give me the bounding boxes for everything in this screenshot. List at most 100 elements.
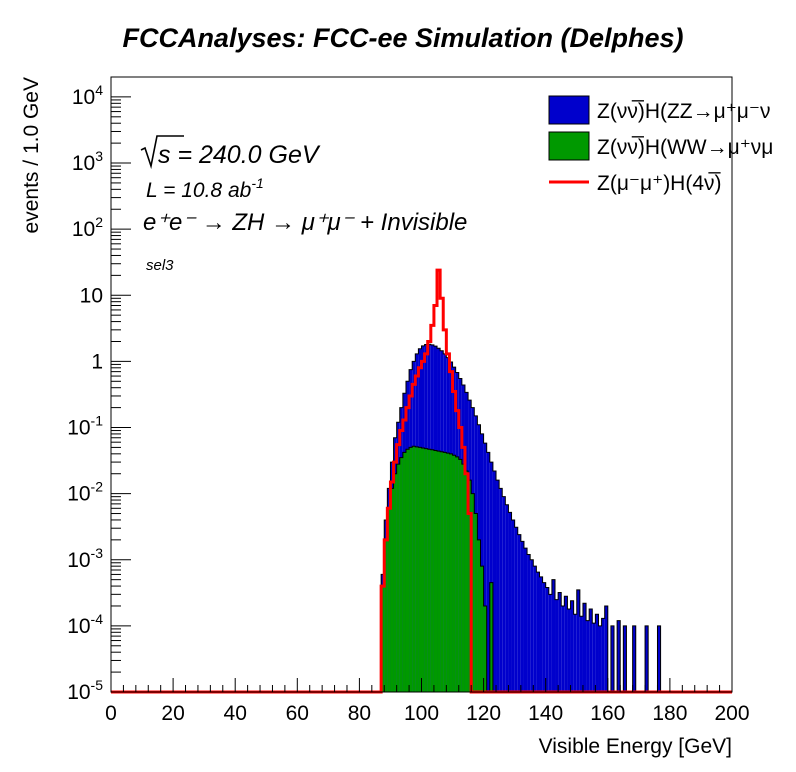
bar-zz xyxy=(480,433,484,692)
bar-ww xyxy=(433,450,438,692)
bar-ww xyxy=(415,446,419,692)
bar-ww xyxy=(468,480,472,692)
bar-ww xyxy=(437,451,441,692)
bar-ww xyxy=(381,586,385,692)
bar-zz xyxy=(511,519,515,692)
bar-zz xyxy=(617,620,621,692)
x-tick-label: 100 xyxy=(404,702,439,725)
bar-ww xyxy=(471,493,475,692)
bar-ww xyxy=(412,446,416,692)
bar-ww xyxy=(483,605,487,692)
y-axis-label: events / 1.0 GeV xyxy=(20,77,43,233)
bar-zz xyxy=(545,587,549,692)
process-annotation: e⁺e⁻ → ZH → μ⁺μ⁻ + Invisible xyxy=(143,209,467,236)
bar-zz xyxy=(527,554,531,692)
bar-ww xyxy=(418,447,422,692)
sqrt-symbol xyxy=(140,135,184,170)
bar-zz xyxy=(592,623,596,692)
outline-ww xyxy=(374,445,497,693)
bar-ww xyxy=(480,566,484,692)
bar-zz xyxy=(561,605,565,692)
y-tick-label: 102 xyxy=(72,214,103,241)
bar-ww xyxy=(384,539,388,692)
bar-ww xyxy=(421,447,425,692)
x-axis: 0 20 40 60 80 100 120 140 160 180 200 xyxy=(105,678,750,725)
bar-ww xyxy=(455,456,459,692)
bar-zz xyxy=(582,603,587,692)
x-tick-label: 80 xyxy=(348,702,371,725)
bar-zz xyxy=(576,589,580,692)
selection-annotation: sel3 xyxy=(146,257,174,274)
x-tick-label: 180 xyxy=(652,702,687,725)
bar-ww xyxy=(399,457,403,692)
bar-zz xyxy=(499,488,503,692)
bar-ww xyxy=(449,453,453,692)
x-tick-label: 120 xyxy=(466,702,501,725)
bar-zz xyxy=(492,470,497,692)
bar-zz xyxy=(657,625,661,692)
bar-zz xyxy=(520,541,524,692)
x-tick-label: 40 xyxy=(224,702,247,725)
bar-ww xyxy=(452,455,456,692)
bar-zz xyxy=(564,596,568,692)
bar-ww xyxy=(440,451,444,692)
bar-zz xyxy=(517,534,521,692)
bar-zz xyxy=(502,496,506,692)
bar-ww xyxy=(474,513,478,692)
bar-ww xyxy=(396,464,400,692)
x-tick-label: 200 xyxy=(714,702,749,725)
bar-zz xyxy=(539,576,543,692)
series-ww-bars xyxy=(374,445,497,693)
bar-ww xyxy=(405,449,410,692)
annotations: s = 240.0 GeV L = 10.8 ab-1 e⁺e⁻ → ZH → … xyxy=(140,135,467,274)
luminosity-main: L = 10.8 ab xyxy=(146,179,252,202)
luminosity-exponent: -1 xyxy=(251,175,263,191)
sqrt-s-annotation: s = 240.0 GeV xyxy=(140,135,321,170)
y-tick-label: 1 xyxy=(91,350,103,373)
bar-zz xyxy=(570,600,574,692)
x-tick-label: 0 xyxy=(105,702,117,725)
bar-zz xyxy=(555,599,559,692)
bar-ww xyxy=(390,488,394,692)
y-tick-label: 104 xyxy=(72,82,103,109)
bar-ww xyxy=(430,449,434,692)
bar-zz xyxy=(530,559,534,692)
bar-zz xyxy=(542,582,546,692)
y-tick-label: 103 xyxy=(72,148,103,175)
legend-label: Z(νν̅)H(WW→μ⁺νμ xyxy=(597,136,773,159)
bar-zz xyxy=(508,512,512,692)
outline-zz xyxy=(374,343,670,693)
sqrt-s-prefix: s xyxy=(158,141,171,169)
legend-label: Z(μ⁻μ⁺)H(4ν̅) xyxy=(597,172,722,195)
bar-zz xyxy=(486,452,490,692)
legend-swatch xyxy=(548,95,590,125)
sqrt-s-value: = 240.0 GeV xyxy=(171,141,321,169)
chart-title: FCCAnalyses: FCC-ee Simulation (Delphes) xyxy=(122,23,683,53)
bar-zz xyxy=(551,579,556,692)
bar-ww xyxy=(427,449,431,692)
svg-text:s = 240.0 GeV: s = 240.0 GeV xyxy=(158,141,321,169)
legend-swatch xyxy=(548,131,590,161)
bar-zz xyxy=(598,625,602,692)
bar-ww xyxy=(464,470,469,692)
legend: Z(νν̅)H(ZZ→μ⁺μ⁻ν Z(νν̅)H(WW→μ⁺νμ Z(μ⁻μ⁺)H(… xyxy=(548,95,773,195)
bar-zz xyxy=(586,620,590,692)
bar-zz xyxy=(533,566,537,692)
y-tick-label: 10-5 xyxy=(67,677,103,704)
bar-zz xyxy=(632,625,636,692)
bar-zz xyxy=(589,608,593,692)
bar-zz xyxy=(623,625,627,692)
bar-zz xyxy=(645,625,649,692)
luminosity-annotation: L = 10.8 ab-1 xyxy=(146,175,264,202)
bar-zz xyxy=(601,618,605,692)
bar-zz xyxy=(604,605,608,692)
y-axis: 10-5 10-4 10-3 10-2 10-1 1 10 102 103 104 xyxy=(67,76,131,704)
y-tick-label: 10 xyxy=(80,284,103,307)
x-axis-label: Visible Energy [GeV] xyxy=(539,735,732,758)
bar-ww xyxy=(446,453,450,692)
x-tick-label: 20 xyxy=(161,702,184,725)
legend-label: Z(νν̅)H(ZZ→μ⁺μ⁻ν xyxy=(597,100,771,123)
y-tick-label: 10-4 xyxy=(67,611,103,638)
plot-area xyxy=(110,76,733,694)
